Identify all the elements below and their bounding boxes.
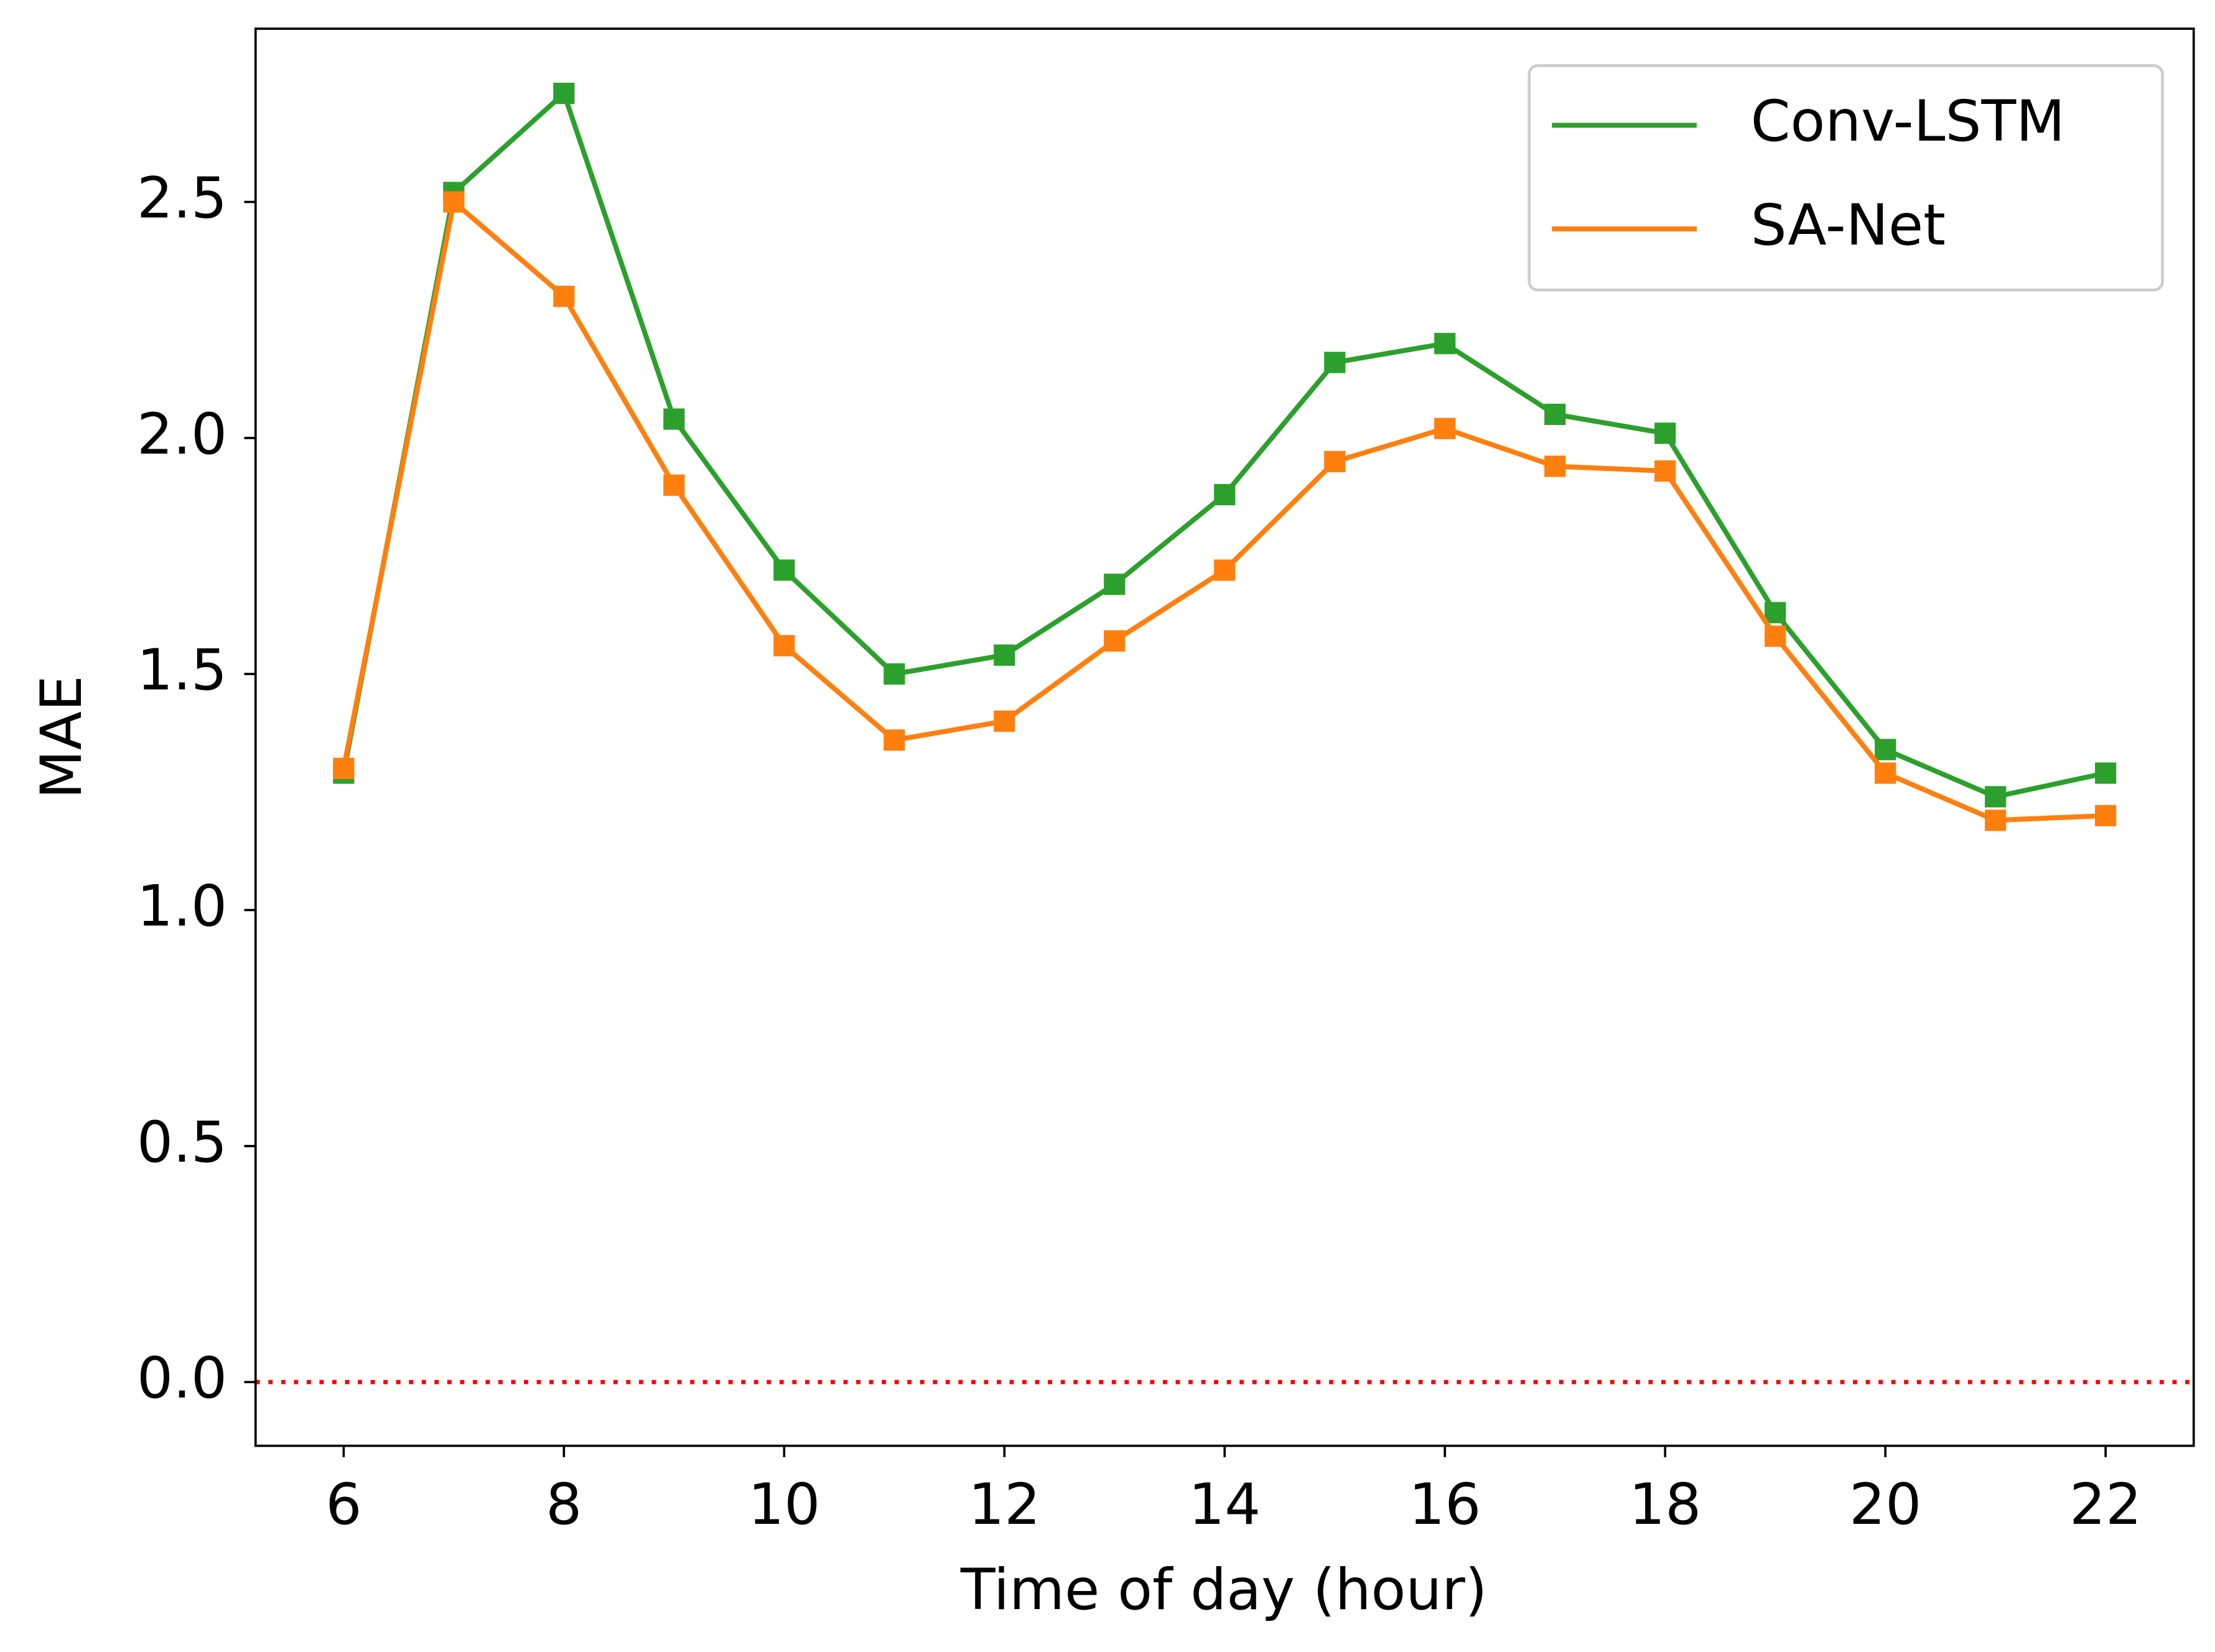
data-point	[1214, 483, 1236, 506]
y-tick-label: 1.0	[137, 872, 227, 939]
x-tick-label: 12	[968, 1471, 1040, 1538]
data-point	[333, 757, 355, 780]
legend-box	[1527, 64, 2164, 292]
y-tick-label: 2.0	[137, 401, 227, 467]
data-point	[884, 663, 905, 685]
data-point	[1875, 762, 1896, 784]
data-point	[1104, 573, 1126, 595]
y-tick-label: 0.5	[137, 1109, 227, 1175]
x-tick-label: 20	[1849, 1471, 1921, 1538]
data-point	[2095, 762, 2117, 784]
data-point	[1544, 455, 1566, 477]
x-axis-label: Time of day (hour)	[960, 1556, 1487, 1623]
y-tick-label: 1.5	[137, 637, 227, 703]
data-point	[994, 644, 1015, 666]
data-point	[1985, 786, 2007, 808]
legend-label: Conv-LSTM	[1751, 88, 2065, 154]
data-point	[1324, 352, 1346, 373]
legend-label: SA-Net	[1751, 192, 1946, 258]
x-tick-label: 14	[1188, 1471, 1261, 1538]
series-line	[341, 197, 2106, 823]
data-point	[773, 559, 795, 581]
data-point	[1544, 403, 1566, 426]
data-point	[1654, 422, 1676, 444]
data-point	[994, 710, 1015, 732]
data-point	[663, 408, 685, 430]
x-tick-label: 22	[2069, 1471, 2142, 1538]
data-point	[1434, 333, 1456, 355]
data-point	[1214, 559, 1236, 581]
data-point	[663, 474, 685, 496]
y-axis-label: MAE	[28, 675, 95, 799]
data-point	[443, 191, 465, 213]
y-tick-label: 2.5	[137, 164, 227, 231]
data-point	[553, 82, 575, 105]
data-point	[1104, 630, 1126, 652]
data-point	[553, 286, 575, 307]
plot-frame	[254, 27, 2195, 1447]
data-point	[884, 729, 905, 751]
data-point	[1324, 450, 1346, 472]
data-point	[1875, 739, 1896, 760]
data-point	[773, 635, 795, 656]
data-point	[1654, 460, 1676, 482]
data-point	[1765, 602, 1786, 623]
y-tick-label: 0.0	[137, 1345, 227, 1411]
x-tick-label: 16	[1409, 1471, 1481, 1538]
data-point	[1985, 810, 2007, 831]
x-tick-label: 6	[325, 1471, 361, 1538]
x-tick-label: 10	[748, 1471, 820, 1538]
data-point	[1765, 625, 1786, 647]
data-point	[1434, 418, 1456, 439]
x-tick-label: 8	[546, 1471, 582, 1538]
data-point	[2095, 805, 2117, 826]
x-tick-label: 18	[1629, 1471, 1701, 1538]
